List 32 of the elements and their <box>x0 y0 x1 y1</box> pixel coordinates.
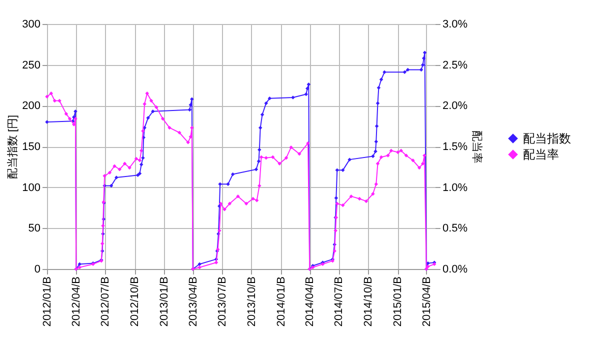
x-tick-label: 2015/01/B <box>392 276 404 327</box>
x-tick-label: 2015/04/B <box>420 276 433 327</box>
x-tick-label: 2012/04/B <box>70 276 83 327</box>
y-tick-label: 200 <box>22 100 40 112</box>
y-tick-label: 0 <box>34 264 40 276</box>
x-tick-label: 2014/10/B <box>362 276 375 327</box>
x-tick-label: 2014/01/B <box>275 276 288 327</box>
y2-tick-label: 1.5% <box>442 141 468 153</box>
y-tick-label: 100 <box>22 182 40 194</box>
x-tick-label: 2012/01/B <box>42 276 54 327</box>
x-tick-label: 2013/07/B <box>216 276 228 327</box>
x-tick-label: 2012/10/B <box>129 276 142 327</box>
x-tick-label: 2014/04/B <box>304 276 316 327</box>
x-tick-label: 2012/07/B <box>100 276 112 327</box>
y-tick-label: 150 <box>22 141 40 153</box>
legend-label: 配当率 <box>523 148 559 162</box>
y2-tick-label: 0.5% <box>442 222 468 235</box>
y-axis-title: 配当指数 [円] <box>7 114 20 180</box>
x-tick-label: 2013/04/B <box>187 276 200 327</box>
y-tick-label: 50 <box>28 222 40 235</box>
y-tick-label: 250 <box>22 59 40 72</box>
y2-tick-label: 3.0% <box>442 18 468 30</box>
y-tick-label: 300 <box>22 18 40 30</box>
x-tick-label: 2014/07/B <box>333 276 346 327</box>
y2-tick-label: 0.0% <box>442 264 468 276</box>
x-tick-label: 2013/10/B <box>246 276 258 327</box>
y2-tick-label: 1.0% <box>442 182 468 194</box>
y2-tick-label: 2.0% <box>442 100 468 112</box>
x-tick-label: 2013/01/B <box>158 276 171 327</box>
y2-tick-label: 2.5% <box>442 59 468 72</box>
y2-axis-title: 配当率 <box>470 130 484 164</box>
legend-label: 配当指数 <box>523 132 571 146</box>
